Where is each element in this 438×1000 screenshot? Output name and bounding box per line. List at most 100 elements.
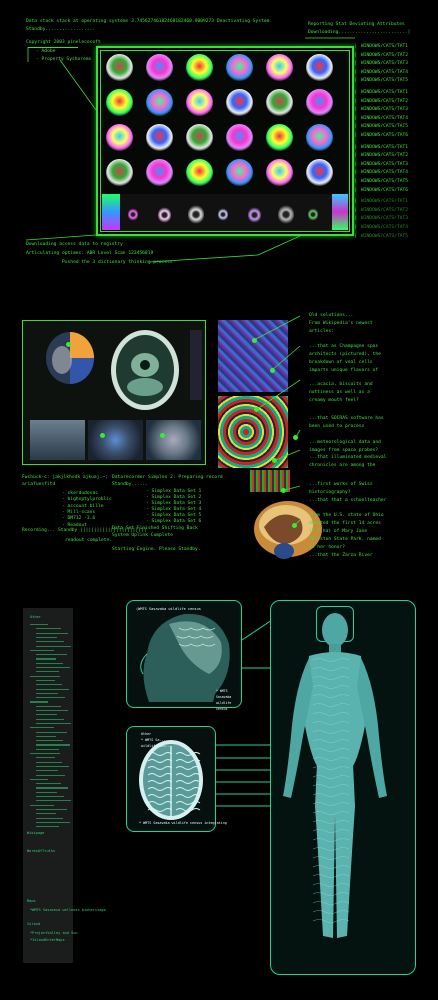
- file-label[interactable]: WINDOWS/CATS/TAT6: [361, 187, 409, 193]
- brain-scan-thumb[interactable]: [306, 89, 333, 116]
- list-item: - DM712 -3.6: [62, 516, 96, 522]
- annotation-line: imparts unique flavors of: [309, 368, 379, 373]
- annotation-line: donated the first 14 acres: [309, 521, 381, 526]
- strip-thumb[interactable]: [128, 208, 138, 221]
- brain-scan-thumb[interactable]: [266, 124, 293, 151]
- brain-scan-thumb[interactable]: [266, 159, 293, 186]
- side-item[interactable]: *IslandEnterMaps: [30, 938, 65, 942]
- file-label[interactable]: WINDOWS/CATS/TAT4: [361, 170, 409, 176]
- annotation-line: ...meteorological data and: [309, 440, 381, 445]
- brain-scan-thumb[interactable]: [266, 89, 293, 116]
- strip-thumb[interactable]: [278, 205, 294, 224]
- file-label[interactable]: WINDOWS/CATS/TAT1: [361, 90, 409, 95]
- brain-scan-thumb[interactable]: [226, 54, 253, 81]
- brain-scan-thumb[interactable]: [306, 159, 333, 186]
- brain-scan-thumb[interactable]: [186, 54, 213, 81]
- list-item: - Readout: [62, 522, 87, 528]
- side-text-bar: [36, 710, 68, 712]
- brain-scan-thumb[interactable]: [226, 124, 253, 151]
- brain-scan-thumb[interactable]: [226, 89, 253, 116]
- connector-line: [28, 47, 78, 48]
- annotation-leaders: [253, 315, 301, 526]
- brain-scan-thumb[interactable]: [106, 54, 133, 81]
- brain-scan-thumb[interactable]: [106, 159, 133, 186]
- annotation-line: ...that the Zarza River: [309, 553, 373, 558]
- file-label[interactable]: WINDOWS/CATS/TAT5: [361, 124, 409, 130]
- annotation-line: ...that illuminated medieval: [309, 455, 387, 460]
- brain-scan-thumb[interactable]: [186, 159, 213, 186]
- list-item: - Simplex Data Set 5: [146, 513, 202, 518]
- bottom-line-2: Articulating optimes: ABR Level Scan 123…: [26, 251, 154, 256]
- list-item: - Simplex Data Set 4: [146, 507, 202, 512]
- file-label[interactable]: WINDOWS/CATS/TAT6: [361, 133, 409, 138]
- file-label[interactable]: WINDOWS/CATS/TAT4: [361, 115, 409, 121]
- side-text-bar: [30, 753, 60, 755]
- side-text-bar: [30, 624, 48, 626]
- file-label[interactable]: WINDOWS/CATS/TAT4: [361, 69, 409, 75]
- side-text-bar: [36, 783, 61, 785]
- list-item: - account bille: [62, 503, 104, 509]
- file-label[interactable]: WINDOWS/CATS/TAT3: [361, 216, 409, 222]
- strip-thumb[interactable]: [218, 208, 228, 221]
- brain-scan-thumb[interactable]: [306, 54, 333, 81]
- file-label[interactable]: WINDOWS/CATS/TAT2: [361, 207, 409, 213]
- file-label[interactable]: WINDOWS/CATS/TAT5: [361, 233, 409, 239]
- file-label-tick: |: [354, 144, 357, 150]
- file-label-tick: |: [354, 207, 357, 213]
- file-label-tick: |: [354, 44, 357, 49]
- annotation-line: from the U.S. state of Ohio: [309, 513, 384, 518]
- brain-scan-thumb[interactable]: [186, 89, 213, 116]
- menu-item[interactable]: - Property Syshorems: [36, 57, 92, 62]
- strip-thumb[interactable]: [248, 206, 261, 223]
- brain-sagittal-image: [254, 501, 322, 559]
- annotation-line: been used to process: [309, 424, 365, 429]
- file-label[interactable]: WINDOWS/CATS/TAT4: [361, 225, 409, 230]
- copyright: Copyright 2003 pinelecosoft: [26, 40, 101, 45]
- annotation-line: ...that SOCRAS software has: [309, 416, 384, 421]
- file-label[interactable]: WINDOWS/CATS/TAT3: [361, 61, 409, 67]
- wiki-image-2: [218, 396, 288, 468]
- file-label[interactable]: WINDOWS/CATS/TAT1: [361, 144, 409, 150]
- side-text-bar: [36, 692, 58, 694]
- body-figure-image: [283, 613, 387, 938]
- file-label[interactable]: WINDOWS/CATS/TAT2: [361, 98, 409, 104]
- file-label[interactable]: WINDOWS/CATS/TAT3: [361, 161, 409, 167]
- file-label[interactable]: WINDOWS/CATS/TAT1: [361, 44, 409, 49]
- brain-scan-thumb[interactable]: [146, 159, 173, 186]
- right-header-1: Reporting Stat Deviating Attributes: [308, 22, 405, 27]
- brain-scan-thumb[interactable]: [106, 124, 133, 151]
- connector-lines: [25, 37, 355, 263]
- file-label[interactable]: WINDOWS/CATS/TAT2: [361, 52, 409, 58]
- side-item[interactable]: *WMTS Sasaveca wellness bioheritage: [30, 908, 106, 912]
- annotation-line: architects (pictured), the: [309, 352, 381, 357]
- tile-image: [88, 420, 143, 460]
- brain-scan-thumb[interactable]: [306, 124, 333, 151]
- brain-scan-thumb[interactable]: [146, 124, 173, 151]
- final-line-1: Data Set Finished Shifting Back: [112, 526, 198, 531]
- brain-scan-thumb[interactable]: [146, 89, 173, 116]
- file-label[interactable]: WINDOWS/CATS/TAT5: [361, 179, 409, 184]
- brain-scan-thumb[interactable]: [266, 54, 293, 81]
- side-heading: WorksOfTruths: [27, 849, 56, 853]
- brain-scan-thumb[interactable]: [186, 124, 213, 151]
- file-label[interactable]: WINDOWS/CATS/TAT3: [361, 107, 409, 113]
- annotation-line: Thurston State Park, named: [309, 537, 381, 542]
- file-label[interactable]: WINDOWS/CATS/TAT2: [361, 153, 409, 159]
- side-text-bar: [36, 826, 59, 828]
- brain-scan-thumb[interactable]: [106, 89, 133, 116]
- side-item[interactable]: *ProjectValley and Sun: [30, 931, 78, 935]
- side-text-bar: [36, 813, 56, 815]
- side-text-bar: [36, 684, 62, 686]
- strip-thumb[interactable]: [188, 205, 204, 224]
- brain-scan-thumb[interactable]: [226, 159, 253, 186]
- brain-scan-thumb[interactable]: [146, 54, 173, 81]
- side-text-bar: [36, 808, 67, 811]
- file-label[interactable]: WINDOWS/CATS/TAT1: [361, 199, 409, 205]
- strip-thumb[interactable]: [158, 206, 171, 223]
- file-label[interactable]: WINDOWS/CATS/TAT5: [361, 78, 409, 84]
- list-item: - Simplex Data Set 1: [146, 489, 202, 494]
- menu-item[interactable]: - Adobe: [36, 49, 56, 54]
- strip-thumb[interactable]: [308, 208, 318, 221]
- file-label-tick: |: [354, 179, 357, 184]
